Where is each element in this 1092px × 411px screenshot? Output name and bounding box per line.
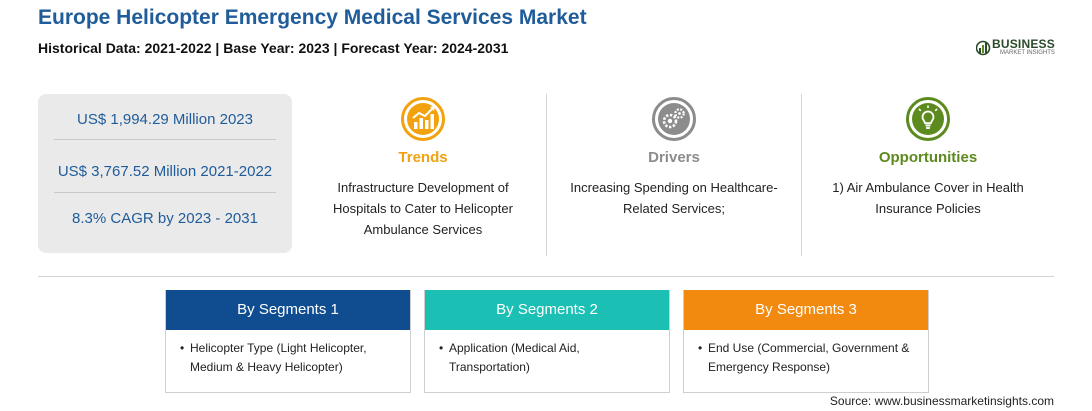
segment-1-item: Helicopter Type (Light Helicopter, Mediu… (190, 341, 367, 374)
bar-chart-logo-icon (976, 40, 991, 56)
stat-market-size-historical: US$ 3,767.52 Million 2021-2022 (57, 163, 273, 180)
page-subtitle: Historical Data: 2021-2022 | Base Year: … (38, 40, 509, 56)
trends-heading: Trends (398, 149, 448, 166)
segment-1-body: • Helicopter Type (Light Helicopter, Med… (166, 330, 410, 377)
segment-2-body: • Application (Medical Aid, Transportati… (425, 330, 669, 377)
drivers-heading: Drivers (648, 149, 700, 166)
stat-cagr: 8.3% CAGR by 2023 - 2031 (72, 210, 258, 227)
segment-card-2: By Segments 2 • Application (Medical Aid… (424, 290, 670, 393)
segment-3-body: • End Use (Commercial, Government & Emer… (684, 330, 928, 377)
drivers-text: Increasing Spending on Healthcare-Relate… (570, 180, 778, 216)
gears-icon (652, 97, 696, 141)
segment-3-heading: By Segments 3 (684, 290, 928, 330)
trends-text: Infrastructure Development of Hospitals … (333, 180, 513, 237)
trends-column: Trends Infrastructure Development of Hos… (312, 94, 534, 259)
key-stats-panel: US$ 1,994.29 Million 2023 US$ 3,767.52 M… (38, 94, 292, 253)
section-divider (38, 276, 1054, 277)
stat-market-size-2023: US$ 1,994.29 Million 2023 (77, 111, 253, 128)
logo-tagline: MARKET INSIGHTS (1000, 50, 1055, 56)
bullet-icon: • (698, 341, 703, 355)
column-divider (801, 94, 802, 256)
stat-divider (54, 139, 276, 140)
bullet-icon: • (180, 341, 185, 355)
lightbulb-icon (906, 97, 950, 141)
bullet-icon: • (439, 341, 444, 355)
logo-wordmark: BUSINESS (992, 37, 1055, 51)
opportunities-column: Opportunities 1) Air Ambulance Cover in … (812, 94, 1044, 259)
growth-chart-icon (401, 97, 445, 141)
segment-card-3: By Segments 3 • End Use (Commercial, Gov… (683, 290, 929, 393)
brand-logo: BUSINESS MARKET INSIGHTS (976, 36, 1066, 60)
stat-divider (54, 192, 276, 193)
segment-1-heading: By Segments 1 (166, 290, 410, 330)
page-title: Europe Helicopter Emergency Medical Serv… (38, 6, 587, 29)
drivers-column: Drivers Increasing Spending on Healthcar… (560, 94, 788, 259)
opportunities-text: 1) Air Ambulance Cover in Health Insuran… (832, 180, 1024, 216)
segment-2-heading: By Segments 2 (425, 290, 669, 330)
column-divider (546, 94, 547, 256)
segment-card-1: By Segments 1 • Helicopter Type (Light H… (165, 290, 411, 393)
source-note: Source: www.businessmarketinsights.com (829, 394, 1054, 408)
segment-3-item: End Use (Commercial, Government & Emerge… (708, 341, 910, 374)
opportunities-heading: Opportunities (878, 149, 978, 166)
segment-2-item: Application (Medical Aid, Transportation… (449, 341, 580, 374)
